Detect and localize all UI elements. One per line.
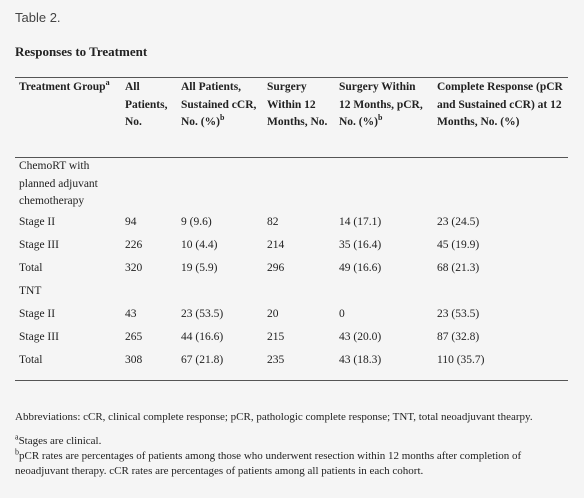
cell-surgery-pcr: 43 (20.0): [339, 330, 382, 343]
footnote-mark-b: b: [219, 113, 225, 123]
header-treatment-group: Treatment Groupa: [19, 78, 110, 93]
table-row: Stage II 43 23 (53.5) 20 0 23 (53.5): [15, 303, 568, 326]
header-sustained-ccr: All Patients, Sustained cCR, No. (%)b: [181, 81, 257, 128]
cell-all: 308: [125, 353, 143, 366]
cell-surgery-pcr: 14 (17.1): [339, 215, 382, 228]
row-label: Stage II: [19, 307, 56, 320]
cell-complete: 87 (32.8): [437, 330, 480, 343]
cell-sustained: 19 (5.9): [181, 261, 218, 274]
cell-complete: 23 (24.5): [437, 215, 480, 228]
cell-surgery: 214: [267, 238, 285, 251]
footnote-mark-a: a: [105, 78, 110, 88]
cell-complete: 68 (21.3): [437, 261, 480, 274]
header-row: Treatment Groupa All Patients, No. All P…: [15, 79, 568, 155]
row-label: Stage III: [19, 238, 59, 251]
cell-sustained: 9 (9.6): [181, 215, 212, 228]
table-row: Stage III 265 44 (16.6) 215 43 (20.0) 87…: [15, 326, 568, 349]
group-name: TNT: [19, 284, 42, 297]
footnote-mark-a: a: [15, 432, 19, 442]
cell-sustained: 23 (53.5): [181, 307, 224, 320]
cell-complete: 110 (35.7): [437, 353, 485, 366]
row-label: Total: [19, 353, 43, 366]
cell-all: 43: [125, 307, 137, 320]
abbreviations-note: Abbreviations: cCR, clinical complete re…: [15, 411, 533, 423]
footnote-a: aStages are clinical.: [15, 432, 102, 447]
footnote-b: bpCR rates are percentages of patients a…: [15, 447, 522, 477]
cell-sustained: 67 (21.8): [181, 353, 224, 366]
cell-surgery: 20: [267, 307, 279, 320]
cell-sustained: 10 (4.4): [181, 238, 218, 251]
group-row: ChemoRT with planned adjuvant chemothera…: [15, 155, 568, 211]
cell-complete: 45 (19.9): [437, 238, 480, 251]
cell-surgery-pcr: 35 (16.4): [339, 238, 382, 251]
cell-surgery: 235: [267, 353, 285, 366]
table-footnotes: Abbreviations: cCR, clinical complete re…: [15, 410, 568, 479]
header-surgery-12-months: Surgery Within 12 Months, No.: [267, 81, 328, 128]
cell-surgery-pcr: 43 (18.3): [339, 353, 382, 366]
row-label: Stage III: [19, 330, 59, 343]
table-row: Stage II 94 9 (9.6) 82 14 (17.1) 23 (24.…: [15, 211, 568, 234]
cell-surgery: 296: [267, 261, 285, 274]
row-label: Stage II: [19, 215, 56, 228]
cell-surgery: 215: [267, 330, 285, 343]
table-row: Total 320 19 (5.9) 296 49 (16.6) 68 (21.…: [15, 257, 568, 280]
cell-surgery-pcr: 0: [339, 307, 345, 320]
table-header-rule: [15, 157, 568, 158]
cell-sustained: 44 (16.6): [181, 330, 224, 343]
footnote-mark-b: b: [15, 447, 19, 457]
header-surgery-pcr: Surgery Within 12 Months, pCR, No. (%)b: [339, 81, 423, 128]
header-all-patients: All Patients, No.: [125, 81, 168, 128]
cell-all: 226: [125, 238, 143, 251]
table-row: Total 308 67 (21.8) 235 43 (18.3) 110 (3…: [15, 349, 568, 372]
group-row: TNT: [15, 280, 568, 303]
table-row: Stage III 226 10 (4.4) 214 35 (16.4) 45 …: [15, 234, 568, 257]
responses-table: Treatment Groupa All Patients, No. All P…: [15, 79, 568, 372]
cell-all: 94: [125, 215, 137, 228]
cell-all: 265: [125, 330, 143, 343]
cell-complete: 23 (53.5): [437, 307, 480, 320]
footnote-mark-b: b: [377, 113, 383, 123]
cell-surgery: 82: [267, 215, 279, 228]
cell-surgery-pcr: 49 (16.6): [339, 261, 382, 274]
header-complete-response: Complete Response (pCR and Sustained cCR…: [437, 81, 563, 128]
table-bottom-rule: [15, 380, 568, 381]
cell-all: 320: [125, 261, 143, 274]
table-label: Table 2.: [15, 10, 61, 25]
group-name: ChemoRT with planned adjuvant chemothera…: [19, 160, 98, 207]
row-label: Total: [19, 261, 43, 274]
table-top-rule: [15, 77, 568, 78]
table-title: Responses to Treatment: [15, 44, 148, 59]
